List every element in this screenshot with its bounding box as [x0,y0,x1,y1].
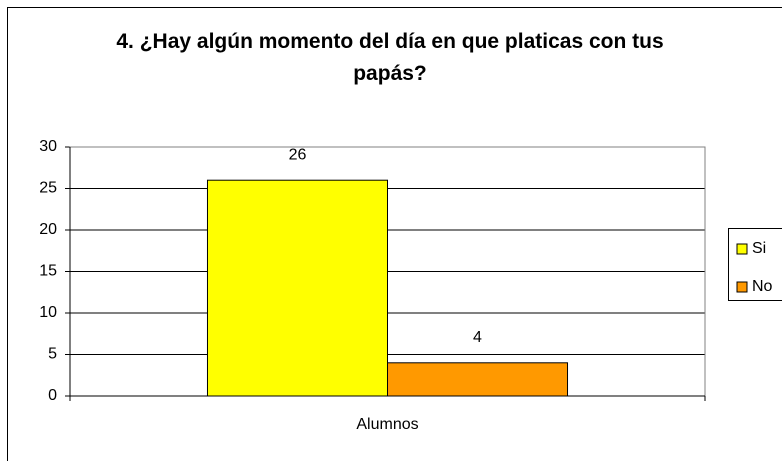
chart-title: 4. ¿Hay algún momento del día en que pla… [116,30,664,85]
y-tick-label: 10 [39,304,57,321]
bar [387,362,569,397]
y-tick-label: 5 [48,346,57,363]
legend-swatch [736,281,748,293]
legend-label: Si [752,240,766,257]
y-tick-label: 25 [39,180,57,197]
y-tick-label: 20 [39,221,57,238]
data-label: 4 [473,329,482,346]
y-tick-label: 0 [48,387,57,404]
y-tick-label: 30 [39,138,57,155]
y-tick-label: 15 [39,263,57,280]
legend-swatch [736,243,748,255]
legend-label: No [752,278,773,295]
chart-border [7,7,782,461]
x-tick-label: Alumnos [356,416,418,433]
bar [206,179,388,397]
data-label: 26 [289,146,307,163]
